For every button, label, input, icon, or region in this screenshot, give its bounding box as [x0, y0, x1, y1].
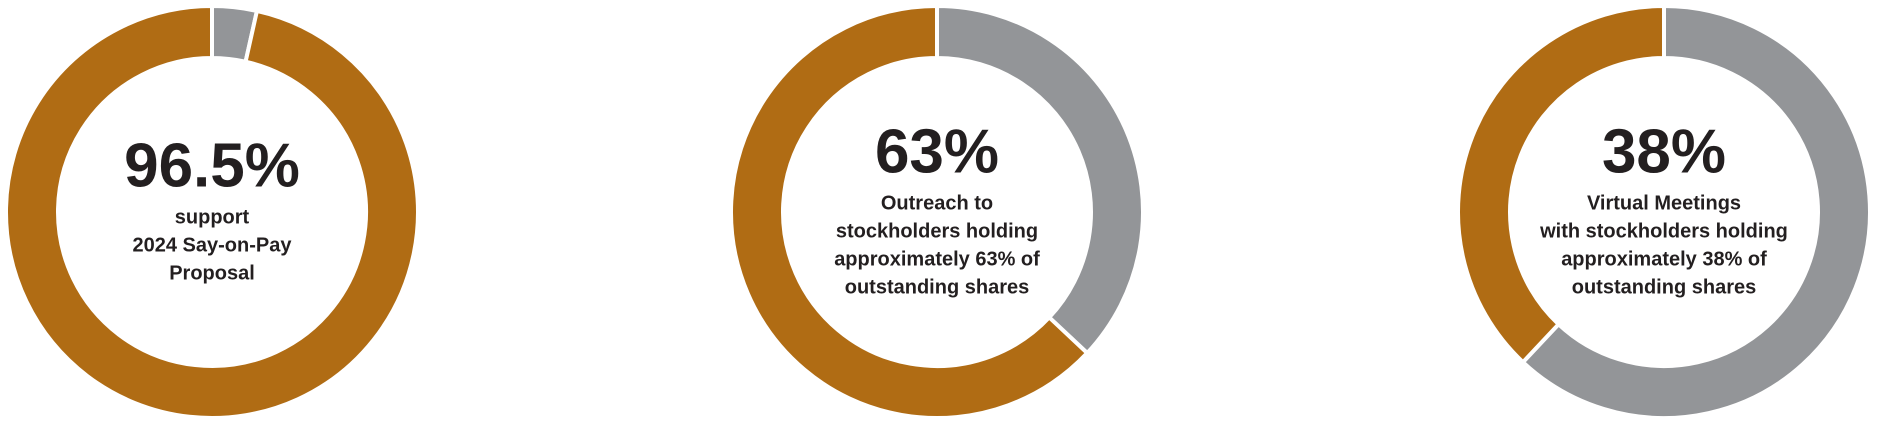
description-line: with stockholders holding: [1539, 220, 1788, 242]
donut-segment: [4, 3, 420, 420]
description-line: Virtual Meetings: [1587, 192, 1741, 214]
donut-segment: [935, 3, 1145, 356]
center-value: 63%: [875, 117, 999, 186]
description-line: approximately 63% of: [834, 248, 1040, 270]
description-line: outstanding shares: [1572, 276, 1756, 298]
donut-segment: [1520, 3, 1872, 420]
center-value: 38%: [1602, 117, 1726, 186]
center-value: 96.5%: [124, 131, 300, 200]
description-line: Outreach to: [881, 192, 993, 214]
description-line: stockholders holding: [836, 220, 1038, 242]
donut-segment: [1456, 3, 1666, 365]
description-line: support: [175, 206, 250, 228]
donut-segment: [729, 3, 1090, 420]
description-line: Proposal: [169, 262, 255, 284]
description-line: 2024 Say-on-Pay: [133, 234, 293, 256]
description-line: outstanding shares: [845, 276, 1029, 298]
description-line: approximately 38% of: [1561, 248, 1767, 270]
